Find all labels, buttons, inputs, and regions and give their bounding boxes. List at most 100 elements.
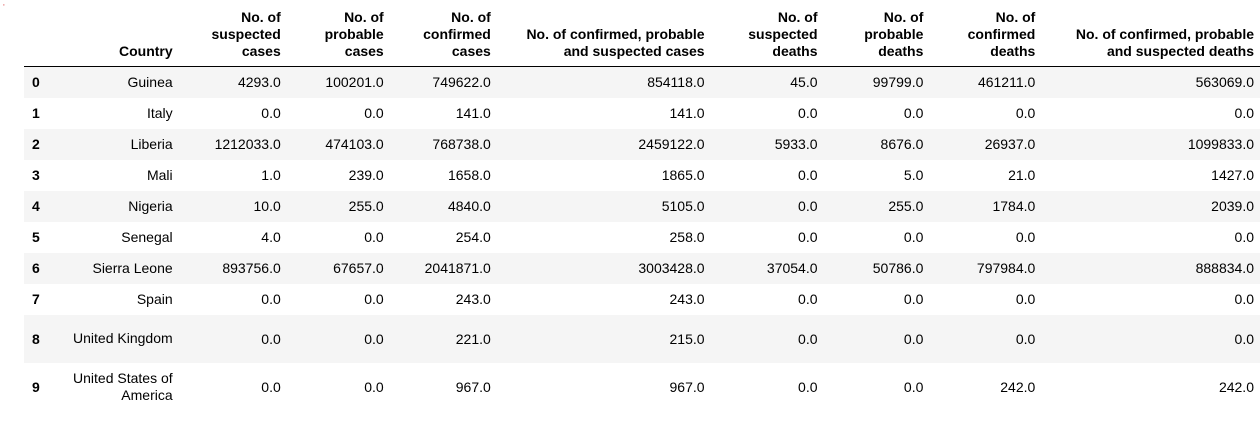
total-deaths-cell: 0.0 bbox=[1234, 291, 1254, 307]
total-cases-cell: 243.0 bbox=[669, 291, 705, 307]
confirmed-cases-cell: 967.0 bbox=[455, 378, 491, 395]
confirmed-deaths-cell: 21.0 bbox=[1008, 167, 1036, 183]
dataframe-table: Country No. of suspected cases No. of pr… bbox=[24, 9, 1260, 411]
suspected-cases-cell: 10.0 bbox=[253, 198, 281, 214]
total-deaths-cell: 888834.0 bbox=[1195, 260, 1254, 276]
cell-prompt-marker: · bbox=[2, 0, 6, 11]
row-index: 7 bbox=[32, 291, 40, 307]
total-deaths-cell: 2039.0 bbox=[1211, 198, 1254, 214]
confirmed-deaths-cell: 0.0 bbox=[1015, 330, 1036, 347]
total-deaths-cell: 1427.0 bbox=[1211, 167, 1254, 183]
total-cases-cell: 854118.0 bbox=[647, 74, 705, 91]
total-cases-cell: 215.0 bbox=[669, 330, 705, 347]
probable-deaths-cell: 99799.0 bbox=[872, 74, 924, 91]
probable-cases-cell: 0.0 bbox=[364, 229, 384, 245]
header-row: Country No. of suspected cases No. of pr… bbox=[24, 9, 1260, 67]
total-cases-cell: 2459122.0 bbox=[638, 136, 705, 152]
probable-deaths-header: No. of probable deaths bbox=[823, 9, 930, 67]
suspected-deaths-cell: 0.0 bbox=[798, 330, 818, 347]
total-cases-cell: 5105.0 bbox=[661, 198, 705, 214]
probable-cases-cell: 474103.0 bbox=[325, 136, 384, 152]
confirmed-deaths-cell: 0.0 bbox=[1015, 105, 1036, 121]
country-cell: United States of America bbox=[73, 369, 173, 403]
suspected-deaths-header: No. of suspected deaths bbox=[710, 9, 824, 67]
confirmed-deaths-cell: 242.0 bbox=[1000, 378, 1036, 395]
probable-deaths-cell: 0.0 bbox=[903, 105, 924, 121]
suspected-cases-cell: 4.0 bbox=[261, 229, 281, 245]
country-cell: United Kingdom bbox=[73, 330, 173, 346]
total-cases-cell: 1865.0 bbox=[661, 167, 705, 183]
confirmed-deaths-cell: 797984.0 bbox=[976, 260, 1036, 276]
suspected-cases-cell: 0.0 bbox=[261, 330, 281, 347]
total-deaths-cell: 0.0 bbox=[1234, 105, 1254, 121]
index-header bbox=[24, 9, 54, 67]
table-row: 9 United States of America 0.0 0.0 967.0… bbox=[24, 362, 1260, 411]
suspected-cases-header: No. of suspected cases bbox=[178, 9, 287, 67]
confirmed-cases-cell: 141.0 bbox=[455, 105, 491, 121]
confirmed-cases-cell: 2041871.0 bbox=[424, 260, 491, 276]
suspected-cases-cell: 4293.0 bbox=[237, 74, 281, 91]
total-deaths-cell: 1099833.0 bbox=[1187, 136, 1254, 152]
row-index: 0 bbox=[32, 74, 40, 91]
total-deaths-header: No. of confirmed, probable and suspected… bbox=[1041, 9, 1260, 67]
suspected-deaths-cell: 0.0 bbox=[798, 229, 818, 245]
row-index: 3 bbox=[32, 167, 40, 183]
confirmed-cases-cell: 4840.0 bbox=[447, 198, 491, 214]
total-deaths-cell: 0.0 bbox=[1234, 330, 1254, 347]
country-cell: Italy bbox=[146, 105, 173, 121]
suspected-deaths-cell: 0.0 bbox=[798, 167, 818, 183]
probable-deaths-cell: 50786.0 bbox=[872, 260, 924, 276]
country-cell: Liberia bbox=[130, 136, 173, 152]
confirmed-deaths-cell: 0.0 bbox=[1015, 229, 1036, 245]
suspected-cases-cell: 0.0 bbox=[261, 378, 281, 395]
confirmed-cases-cell: 1658.0 bbox=[447, 167, 491, 183]
confirmed-cases-cell: 254.0 bbox=[455, 229, 491, 245]
country-cell: Nigeria bbox=[128, 198, 173, 214]
country-cell: Sierra Leone bbox=[92, 260, 173, 276]
total-cases-header: No. of confirmed, probable and suspected… bbox=[496, 9, 711, 67]
country-cell: Senegal bbox=[121, 229, 173, 245]
confirmed-cases-cell: 768738.0 bbox=[432, 136, 491, 152]
suspected-deaths-cell: 45.0 bbox=[790, 74, 818, 91]
table-row: 6 Sierra Leone 893756.0 67657.0 2041871.… bbox=[24, 252, 1260, 284]
probable-cases-cell: 239.0 bbox=[348, 167, 384, 183]
row-index: 6 bbox=[32, 260, 40, 276]
suspected-cases-cell: 893756.0 bbox=[222, 260, 281, 276]
confirmed-cases-cell: 221.0 bbox=[455, 330, 491, 347]
table-row: 4 Nigeria 10.0 255.0 4840.0 5105.0 0.0 2… bbox=[24, 190, 1260, 222]
confirmed-deaths-cell: 0.0 bbox=[1015, 291, 1036, 307]
probable-deaths-cell: 0.0 bbox=[903, 229, 924, 245]
probable-cases-cell: 0.0 bbox=[364, 291, 384, 307]
table-row: 7 Spain 0.0 0.0 243.0 243.0 0.0 0.0 0.0 … bbox=[24, 283, 1260, 315]
table-row: 2 Liberia 1212033.0 474103.0 768738.0 24… bbox=[24, 128, 1260, 160]
probable-cases-cell: 100201.0 bbox=[325, 74, 384, 91]
probable-deaths-cell: 5.0 bbox=[903, 167, 924, 183]
probable-deaths-cell: 0.0 bbox=[903, 291, 924, 307]
table-row: 3 Mali 1.0 239.0 1658.0 1865.0 0.0 5.0 2… bbox=[24, 159, 1260, 191]
probable-deaths-cell: 0.0 bbox=[903, 378, 924, 395]
row-index: 4 bbox=[32, 198, 40, 214]
total-deaths-cell: 0.0 bbox=[1234, 229, 1254, 245]
suspected-deaths-cell: 37054.0 bbox=[766, 260, 818, 276]
country-cell: Spain bbox=[136, 291, 173, 307]
probable-cases-cell: 0.0 bbox=[364, 330, 384, 347]
country-header: Country bbox=[53, 9, 179, 67]
confirmed-cases-cell: 749622.0 bbox=[432, 74, 491, 91]
country-cell: Mali bbox=[146, 167, 173, 183]
total-cases-cell: 258.0 bbox=[669, 229, 705, 245]
confirmed-deaths-cell: 1784.0 bbox=[992, 198, 1036, 214]
total-cases-cell: 967.0 bbox=[669, 378, 705, 395]
table-row: 8 United Kingdom 0.0 0.0 221.0 215.0 0.0… bbox=[24, 314, 1260, 363]
table-row: 0 Guinea 4293.0 100201.0 749622.0 854118… bbox=[24, 66, 1260, 98]
probable-cases-header: No. of probable cases bbox=[286, 9, 390, 67]
suspected-deaths-cell: 0.0 bbox=[798, 105, 818, 121]
row-index: 9 bbox=[32, 378, 40, 395]
confirmed-deaths-header: No. of confirmed deaths bbox=[929, 9, 1042, 67]
probable-deaths-cell: 255.0 bbox=[888, 198, 924, 214]
total-cases-cell: 141.0 bbox=[669, 105, 705, 121]
confirmed-cases-header: No. of confirmed cases bbox=[389, 9, 497, 67]
row-index: 1 bbox=[32, 105, 40, 121]
probable-deaths-cell: 0.0 bbox=[903, 330, 924, 347]
probable-cases-cell: 0.0 bbox=[364, 105, 384, 121]
suspected-deaths-cell: 0.0 bbox=[798, 291, 818, 307]
